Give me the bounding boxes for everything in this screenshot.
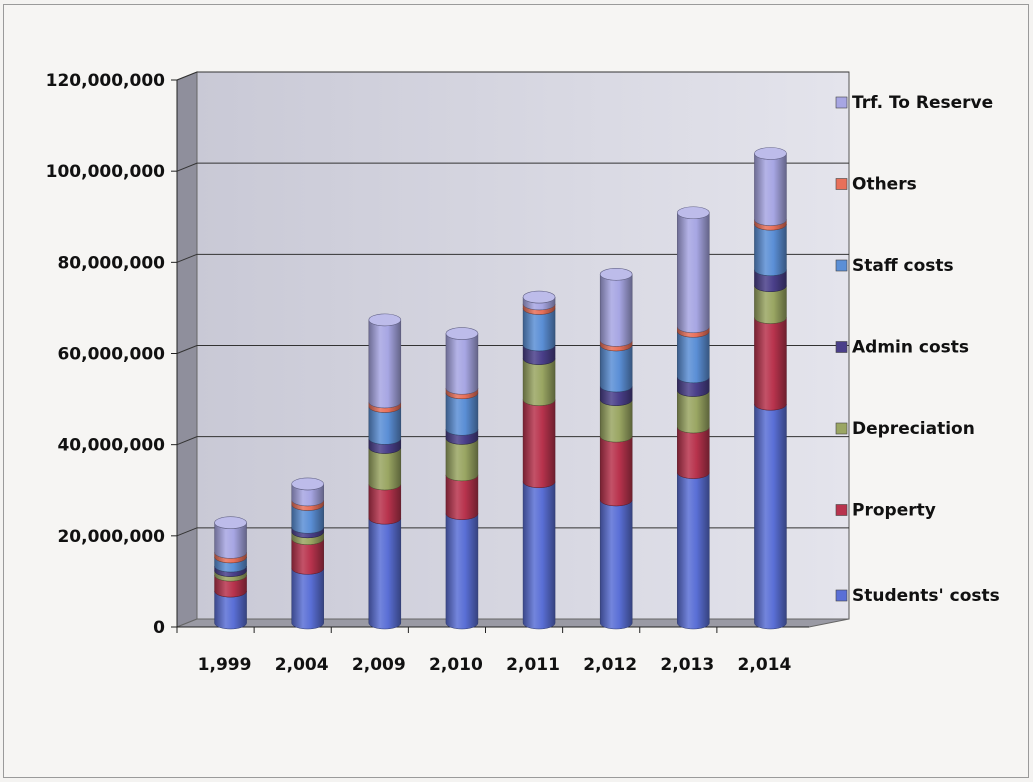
bar-cap [677,206,710,220]
legend-item: Trf. To Reserve [835,93,993,113]
bar-segment [677,212,710,333]
bar-stack [445,327,479,630]
legend-label: Students' costs [852,586,1000,606]
legend-swatch [835,589,848,602]
stacked-cylinder-chart: 0 20,000,000 40,000,000 60,000,000 80,000,00… [46,71,1000,675]
bar-stack [214,516,247,630]
bar-segment [754,224,787,276]
bar-stack [368,313,402,630]
legend-item: Others [835,175,917,195]
y-tick-label: 120,000,000 [46,71,166,91]
bar-segment [754,404,787,630]
bar-segment [291,568,324,630]
bar-segment [368,447,402,491]
bar-segment [522,358,556,406]
bar-segment [445,513,479,630]
bars [214,147,787,630]
bar-cap [214,516,247,530]
bar-segment [754,317,787,411]
bar-cap [599,267,633,281]
y-axis: 0 20,000,000 40,000,000 60,000,000 80,000,00… [46,71,178,638]
legend-label: Depreciation [852,419,975,439]
bar-segment [599,436,633,507]
bar-cap [445,327,479,340]
legend-item: Admin costs [835,338,969,358]
bar-segment [599,399,633,443]
chart-frame: 0 20,000,000 40,000,000 60,000,000 80,000,00… [3,4,1029,778]
bar-stack [291,477,324,630]
bar-segment [368,518,402,630]
x-tick-label: 2,011 [506,655,560,675]
bar-segment [445,474,479,520]
legend-swatch [835,259,848,272]
x-tick-label: 2,013 [660,655,714,675]
legend-label: Admin costs [852,338,969,358]
legend-swatch [835,504,848,516]
x-axis: 1,999 2,004 2,009 2,010 2,011 2,012 2,013 2,014 [176,626,809,675]
x-tick-label: 2,009 [352,655,406,675]
bar-segment [522,308,556,352]
plot-area [176,71,850,628]
bar-stack [599,267,633,630]
y-tick-label: 40,000,000 [57,436,165,456]
bar-segment [445,392,479,436]
bar-segment [445,438,479,482]
legend-swatch [835,178,848,190]
legend-label: Trf. To Reserve [852,93,993,113]
legend-swatch [835,341,848,353]
bar-cap [368,313,402,327]
y-tick-label: 100,000,000 [46,162,166,182]
legend-item: Depreciation [835,419,975,439]
bar-cap [522,290,556,304]
legend-label: Others [852,175,917,195]
bar-segment [677,426,710,479]
x-tick-label: 2,010 [429,655,483,675]
bar-stack [754,147,787,630]
x-tick-label: 2,012 [583,655,637,675]
y-tick-label: 20,000,000 [57,527,165,547]
y-tick-label: 80,000,000 [57,253,165,273]
legend-swatch [835,96,848,109]
bar-segment [677,331,710,384]
floor [176,618,850,628]
bar-stack [677,206,710,630]
x-tick-label: 2,004 [275,655,329,675]
bar-segment [599,499,633,630]
gridline [176,162,849,172]
bar-segment [445,333,479,395]
y-tick-label: 0 [153,618,165,638]
x-tick-label: 1,999 [198,655,252,675]
legend: Trf. To Reserve Others Staff costs Admin co… [835,93,1000,606]
bar-segment [677,472,710,630]
bar-segment [677,390,710,434]
bar-segment [754,153,787,226]
bar-segment [522,481,556,630]
gridline [176,253,849,263]
legend-swatch [835,422,848,435]
y-tick-label: 60,000,000 [57,345,165,365]
legend-item: Staff costs [835,256,954,276]
legend-item: Students' costs [835,586,1000,606]
legend-label: Property [852,501,936,521]
x-tick-label: 2,014 [738,655,792,675]
gridline [176,71,849,81]
bar-cap [291,477,324,491]
bar-cap [754,147,787,160]
bar-segment [368,319,402,409]
bar-stack [522,290,556,630]
bar-segment [599,344,633,393]
bar-segment [522,399,556,488]
legend-label: Staff costs [852,256,954,276]
bar-segment [599,274,633,347]
legend-item: Property [835,501,936,521]
